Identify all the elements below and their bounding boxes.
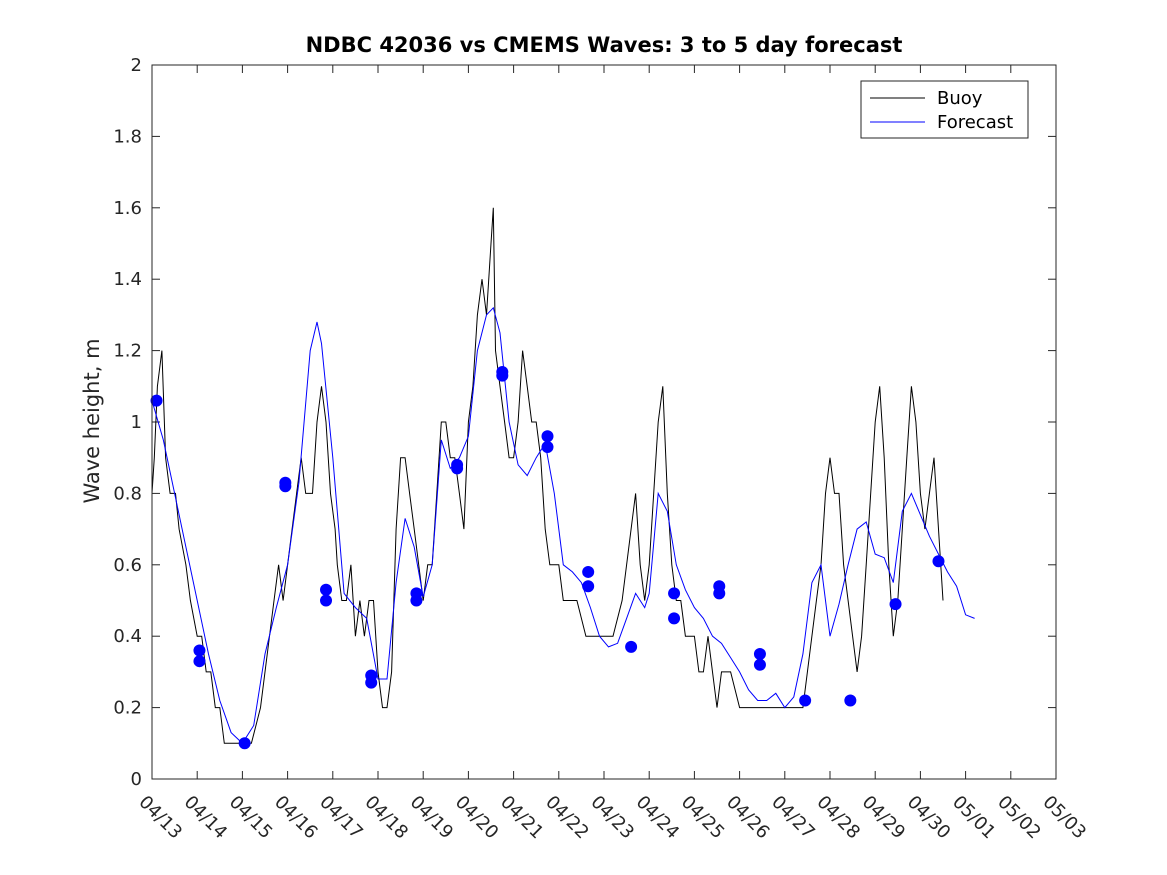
y-tick-label: 1	[131, 412, 142, 433]
y-tick-label: 0.8	[113, 483, 142, 504]
forecast-marker	[238, 737, 251, 750]
forecast-marker	[365, 676, 378, 689]
y-tick-label: 1.4	[113, 269, 142, 290]
chart-title: NDBC 42036 vs CMEMS Waves: 3 to 5 day fo…	[306, 33, 903, 57]
legend: Buoy Forecast	[860, 80, 1029, 139]
forecast-marker	[668, 587, 681, 600]
forecast-marker	[844, 694, 857, 707]
y-tick-label: 1.8	[113, 126, 142, 147]
y-axis-label: Wave height, m	[80, 338, 104, 503]
forecast-marker	[193, 655, 206, 668]
y-tick-label: 0	[131, 769, 142, 790]
y-tick-label: 0.4	[113, 626, 142, 647]
axes-box	[151, 64, 1057, 780]
legend-buoy-label: Buoy	[937, 88, 983, 109]
y-axis: 0 0.2 0.4 0.6 0.8 1 1.2 1.4 1.6 1.8 2	[113, 55, 1056, 790]
y-tick-label: 0.6	[113, 555, 142, 576]
forecast-marker	[279, 480, 292, 493]
forecast-marker	[582, 565, 595, 578]
legend-forecast-label: Forecast	[937, 112, 1013, 133]
forecast-marker	[193, 644, 206, 657]
forecast-marker	[799, 694, 812, 707]
forecast-marker	[451, 462, 464, 475]
forecast-marker	[713, 587, 726, 600]
series-line-buoy	[151, 207, 944, 744]
forecast-marker	[496, 369, 509, 382]
forecast-marker	[582, 580, 595, 593]
forecast-marker	[320, 594, 333, 607]
y-tick-label: 1.2	[113, 341, 142, 362]
forecast-marker	[625, 640, 638, 653]
y-tick-label: 2	[131, 55, 142, 76]
plot-area	[151, 207, 975, 745]
forecast-marker	[410, 594, 423, 607]
forecast-marker	[889, 598, 902, 611]
forecast-marker	[541, 430, 554, 443]
forecast-marker	[753, 648, 766, 661]
y-tick-label: 0.2	[113, 698, 142, 719]
forecast-marker	[150, 394, 163, 407]
forecast-marker	[753, 658, 766, 671]
forecast-marker	[668, 612, 681, 625]
series-line-forecast	[151, 306, 975, 745]
forecast-markers	[150, 366, 945, 750]
legend-box	[860, 80, 1029, 139]
y-tick-label: 1.6	[113, 198, 142, 219]
forecast-marker	[932, 555, 945, 568]
forecast-marker	[320, 583, 333, 596]
forecast-marker	[541, 440, 554, 453]
